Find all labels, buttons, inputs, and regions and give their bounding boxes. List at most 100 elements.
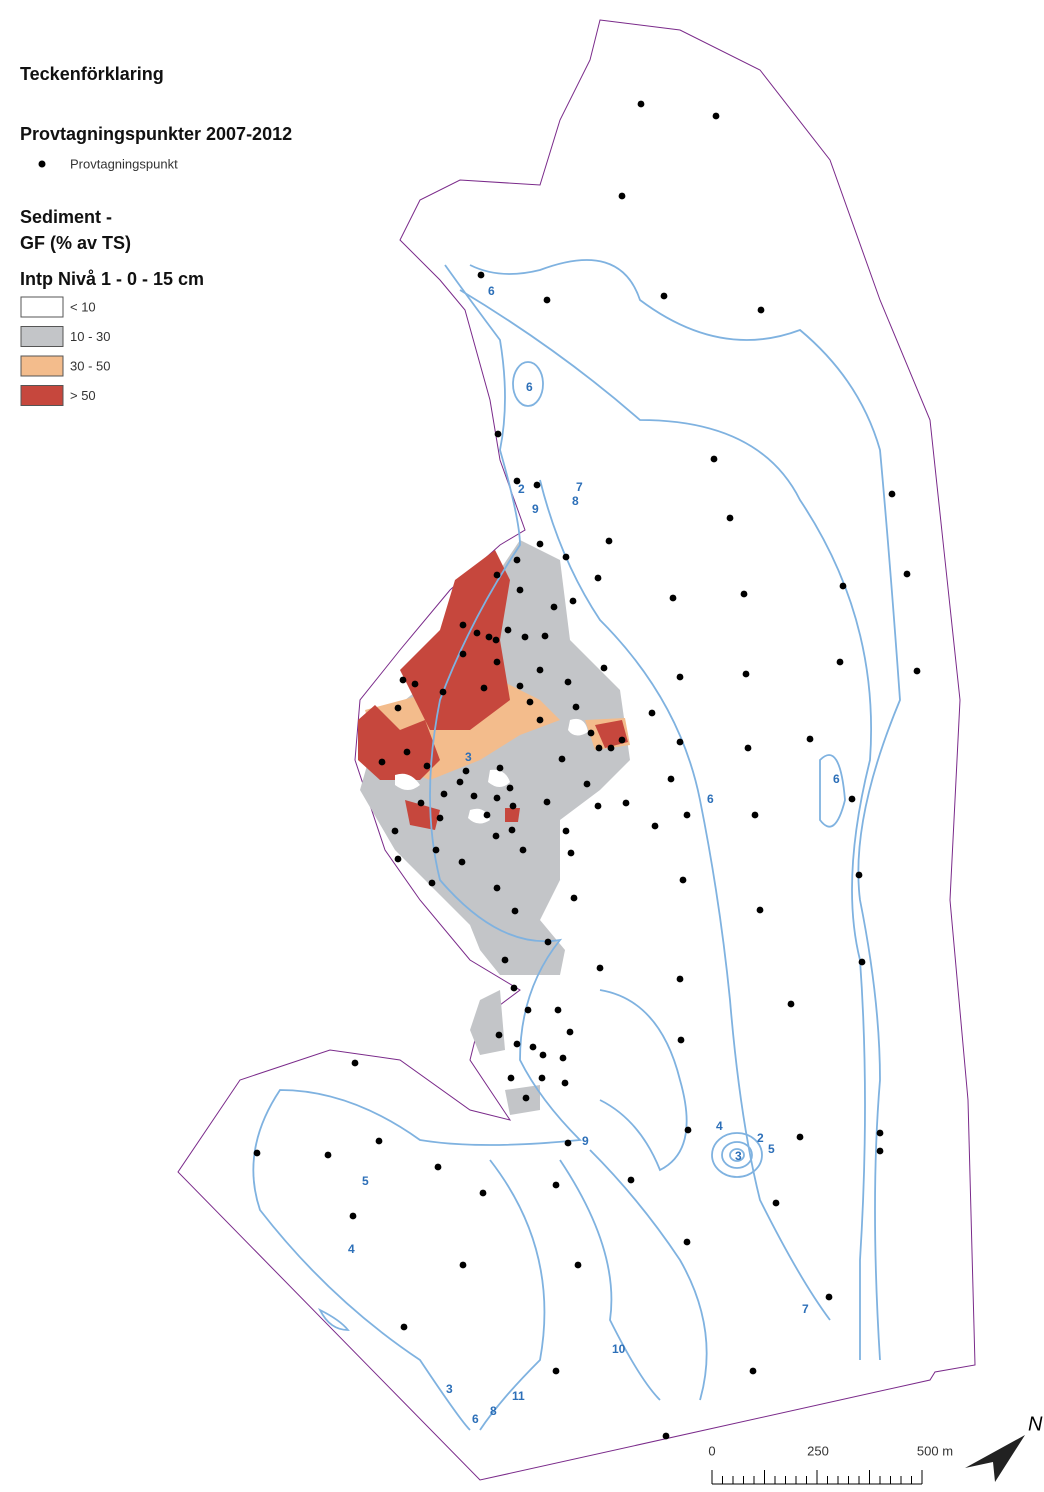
sampling-point: [351, 1059, 359, 1067]
contour-label: 3: [735, 1149, 742, 1163]
sampling-point: [485, 633, 493, 641]
sampling-point: [541, 632, 549, 640]
sampling-point: [508, 826, 516, 834]
sampling-point: [587, 729, 595, 737]
sampling-point: [876, 1129, 884, 1137]
lake: [177, 19, 976, 1481]
sampling-point: [536, 666, 544, 674]
sampling-point: [477, 271, 485, 279]
sampling-point: [562, 553, 570, 561]
contour-labels: 6 6 2 9 7 8 3 6 6 4 3 2 5 5 4 7 10 3 6 8…: [348, 284, 840, 1426]
sampling-point: [839, 582, 847, 590]
sampling-point: [494, 430, 502, 438]
sampling-point: [550, 603, 558, 611]
sampling-point: [742, 670, 750, 678]
contour-label: 4: [348, 1242, 355, 1256]
sampling-point: [495, 1031, 503, 1039]
sampling-point: [513, 477, 521, 485]
sampling-point: [660, 292, 668, 300]
sampling-point: [456, 778, 464, 786]
contour-label: 10: [612, 1342, 626, 1356]
scale-label: 0: [708, 1443, 715, 1458]
sampling-point: [567, 849, 575, 857]
sampling-point: [436, 814, 444, 822]
legend-label: 10 - 30: [70, 329, 110, 344]
sediment-title: Sediment -: [20, 207, 112, 227]
sampling-point: [888, 490, 896, 498]
sampling-point: [600, 664, 608, 672]
sampling-point: [543, 798, 551, 806]
sampling-point: [493, 571, 501, 579]
sampling-point: [594, 802, 602, 810]
sampling-point: [684, 1126, 692, 1134]
sampling-point: [544, 938, 552, 946]
sampling-point: [516, 682, 524, 690]
sampling-point: [440, 790, 448, 798]
sampling-point: [855, 871, 863, 879]
sampling-point: [399, 676, 407, 684]
zone-under-10: [395, 718, 588, 824]
sampling-point: [375, 1137, 383, 1145]
sampling-point: [570, 894, 578, 902]
sampling-point: [583, 780, 591, 788]
sampling-point: [496, 764, 504, 772]
sampling-point: [479, 1189, 487, 1197]
legend-label: < 10: [70, 299, 96, 314]
sampling-point: [522, 1094, 530, 1102]
sampling-point: [648, 709, 656, 717]
sampling-point: [574, 1261, 582, 1269]
legend-label: 30 - 50: [70, 358, 110, 373]
sampling-point: [483, 811, 491, 819]
sampling-point: [676, 673, 684, 681]
contour-label: 6: [526, 380, 533, 394]
legend-swatch: [20, 355, 64, 377]
sampling-point: [533, 481, 541, 489]
sampling-point: [509, 802, 517, 810]
sampling-point: [913, 667, 921, 675]
sampling-point: [683, 1238, 691, 1246]
sampling-point: [493, 794, 501, 802]
sampling-point: [825, 1293, 833, 1301]
sampling-point: [473, 629, 481, 637]
sampling-point: [519, 846, 527, 854]
sediment-subtitle: GF (% av TS): [20, 233, 131, 253]
sampling-point: [324, 1151, 332, 1159]
sampling-point: [524, 1006, 532, 1014]
legend-swatch: [20, 326, 64, 347]
sampling-point: [423, 762, 431, 770]
sampling-point: [501, 956, 509, 964]
sampling-point: [710, 455, 718, 463]
contour-label: 8: [572, 494, 579, 508]
sampling-point: [757, 306, 765, 314]
legend-items: < 10 10 - 30 30 - 50 > 50: [20, 296, 110, 406]
north-label: N: [1028, 1413, 1043, 1435]
legend-swatch: [20, 296, 64, 318]
contour-label: 11: [512, 1389, 525, 1403]
sampling-point: [493, 884, 501, 892]
contour-label: 9: [532, 502, 539, 516]
contour-label: 6: [488, 284, 495, 298]
sampling-point: [627, 1176, 635, 1184]
sampling-point: [378, 758, 386, 766]
sampling-point: [676, 738, 684, 746]
legend-swatch: [20, 385, 64, 406]
legend-title: Teckenförklaring: [20, 64, 164, 84]
sampling-point: [506, 784, 514, 792]
sampling-point: [459, 1261, 467, 1269]
sampling-point: [516, 586, 524, 594]
sampling-point: [493, 658, 501, 666]
sampling-point: [403, 748, 411, 756]
sampling-point: [712, 112, 720, 120]
sampling-point: [480, 684, 488, 692]
sampling-point: [566, 1028, 574, 1036]
sampling-point: [394, 855, 402, 863]
sampling-point: [618, 192, 626, 200]
sampling-points: [253, 100, 921, 1440]
contour-label: 2: [518, 482, 525, 496]
sampling-point: [806, 735, 814, 743]
sampling-point: [618, 736, 626, 744]
sampling-point: [744, 744, 752, 752]
sampling-point: [507, 1074, 515, 1082]
sampling-point: [543, 296, 551, 304]
